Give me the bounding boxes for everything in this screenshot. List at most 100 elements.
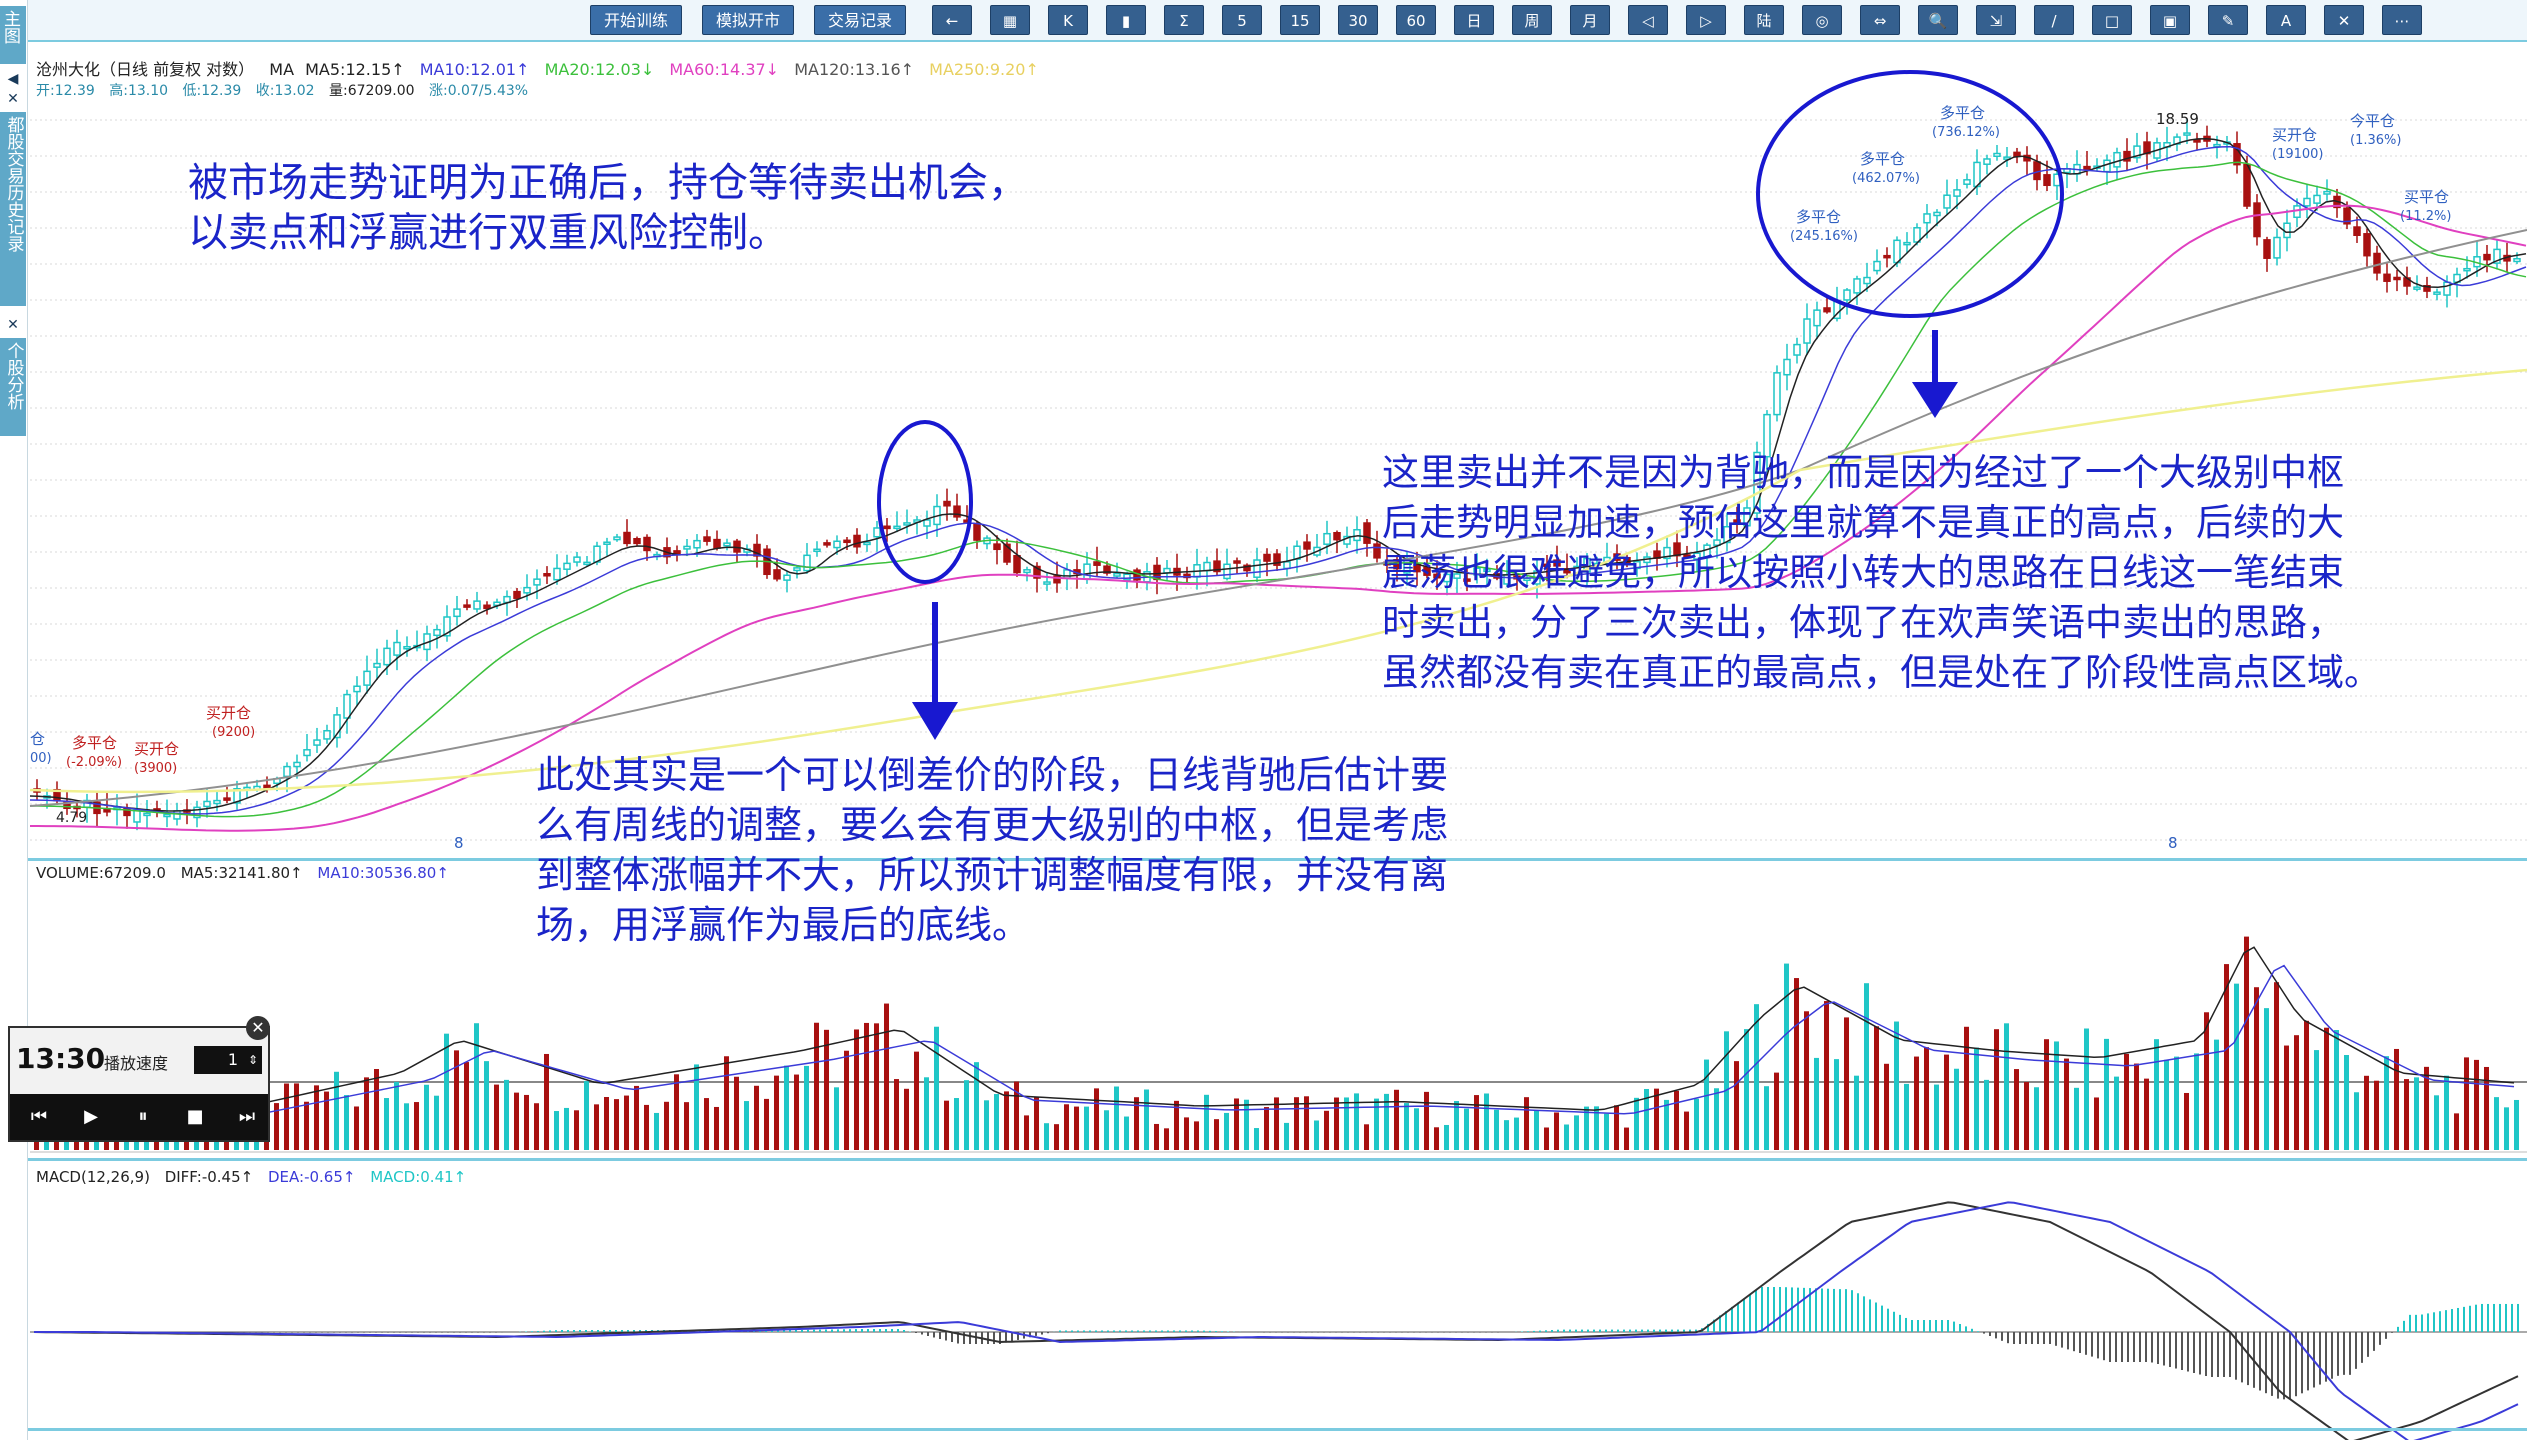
volume-bar [2094,1097,2099,1150]
volume-bar [1134,1097,1139,1150]
volume-bar [764,1098,769,1150]
candle-body [1963,179,1971,185]
prev-icon[interactable]: ◁ [1628,5,1668,35]
change-value: 涨:0.07/5.43% [428,83,529,99]
candle-body [1243,564,1251,572]
volume-bar [1934,1084,1939,1150]
candle-body [2253,202,2261,238]
5min-icon[interactable]: 5 [1222,5,1262,35]
volume-bar [374,1069,379,1150]
more-icon[interactable]: ⋯ [2382,5,2422,35]
fit-icon[interactable]: ⇔ [1860,5,1900,35]
month-icon[interactable]: 月 [1570,5,1610,35]
replay-close-icon[interactable]: ✕ [246,1016,270,1040]
ohlc-info-line: 开:12.39 高:13.10 低:12.39 收:13.02 量:67209.… [36,80,538,100]
play-icon[interactable]: ▶ [84,1106,98,1127]
volume-bar [2494,1097,2499,1150]
candle-body [1663,546,1671,560]
volume-bar [944,1100,949,1150]
candle-body [1893,239,1901,264]
spinner-icon[interactable]: ⇕ [247,1053,258,1067]
rect-icon[interactable]: □ [2092,5,2132,35]
candle-body [353,685,361,693]
candle-body [1773,372,1781,416]
collapse-arrow-icon[interactable]: ◀ [7,71,19,87]
volume-bar [344,1095,349,1150]
volume-bar [904,1088,909,1150]
volume-bar [1304,1096,1309,1150]
close-x-icon-2[interactable]: ✕ [7,317,19,333]
candle-body [403,645,411,650]
candle-body [1273,553,1281,566]
volume-bar [594,1104,599,1150]
macd-diff: DIFF:-0.45↑ [164,1168,254,1186]
volume-bar [664,1101,669,1150]
stop-icon[interactable]: ■ [186,1106,204,1127]
speed-select[interactable]: 1 ⇕ [194,1046,262,1074]
marker-close-2: 多平仓 [1860,150,1905,168]
volume-bar [1664,1099,1669,1150]
start-training-button[interactable]: 开始训练 [590,5,682,35]
volume-bar [1334,1097,1339,1150]
annotation-right: 这里卖出并不是因为背驰，而是因为经过了一个大级别中枢 后走势明显加速，预估这里就… [1382,448,2381,698]
simulate-open-button[interactable]: 模拟开市 [702,5,794,35]
volume-bar [2374,1080,2379,1150]
candle-body [1763,413,1771,458]
kline-icon[interactable]: K [1048,5,1088,35]
volume-bar [1864,983,1869,1150]
candle-body [1803,318,1811,344]
clear-icon[interactable]: ✕ [2324,5,2364,35]
volume-bar [1554,1112,1559,1150]
quote-icon[interactable]: 陆 [1744,5,1784,35]
volume-bar [724,1056,729,1150]
grid-icon[interactable]: ▦ [990,5,1030,35]
text-icon[interactable]: A [2266,5,2306,35]
day-icon[interactable]: 日 [1454,5,1494,35]
close-x-icon[interactable]: ✕ [7,91,19,107]
back-icon[interactable]: ← [932,5,972,35]
30min-icon[interactable]: 30 [1338,5,1378,35]
60min-icon[interactable]: 60 [1396,5,1436,35]
bottom-border [28,1428,2527,1431]
pause-icon[interactable]: ⏸ [138,1106,148,1127]
split-icon[interactable]: ⇲ [1976,5,2016,35]
marker-flat-short: 多平仓 [72,734,117,752]
indicator-icon[interactable]: Σ [1164,5,1204,35]
marker-hold-left: 仓 [30,730,45,748]
zoom-icon[interactable]: 🔍 [1918,5,1958,35]
week-icon[interactable]: 周 [1512,5,1552,35]
macd-diff-line [33,1201,2519,1440]
sidebar-tab-trade-history[interactable]: 都股交易历史记录 [0,112,26,308]
target-icon[interactable]: ◎ [1802,5,1842,35]
15min-icon[interactable]: 15 [1280,5,1320,35]
annotation-right-line-1: 这里卖出并不是因为背驰，而是因为经过了一个大级别中枢 [1382,451,2344,494]
volume-bar [1874,1026,1879,1150]
marker-hold-left-pct: 00) [30,751,52,766]
line-icon[interactable]: / [2034,5,2074,35]
candle-body [363,670,371,686]
volume-bar [2154,1039,2159,1150]
candle-body [1983,158,1991,165]
volume-bar [2404,1079,2409,1150]
screen-icon[interactable]: ▣ [2150,5,2190,35]
volume-bar [2464,1057,2469,1150]
sidebar-tab-main-chart[interactable]: 主图 [0,6,26,66]
volume-bar [274,1103,279,1150]
candle-body [2133,145,2141,159]
volume-bar [1924,1047,1929,1150]
rewind-start-icon[interactable]: ⏮ [30,1106,48,1127]
candle-body [1583,557,1591,573]
skip-end-icon[interactable]: ⏭ [238,1106,256,1127]
marker-close-2-pct: (462.07%) [1852,171,1920,186]
candle-body [603,541,611,545]
bar-icon[interactable]: ▮ [1106,5,1146,35]
candle-body [2083,165,2091,171]
trade-record-button[interactable]: 交易记录 [814,5,906,35]
volume-bar [294,1083,299,1150]
sidebar-tab-stock-analysis[interactable]: 个股分析 [0,338,26,438]
chart-icon[interactable]: ✎ [2208,5,2248,35]
next-icon[interactable]: ▷ [1686,5,1726,35]
volume-bar [1814,1057,1819,1150]
candle-body [903,522,911,526]
candle-body [1303,541,1311,550]
